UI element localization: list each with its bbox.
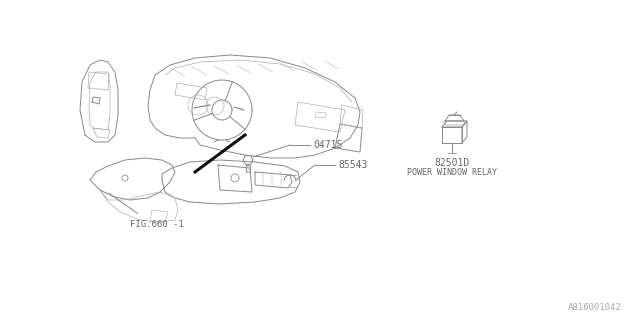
Text: 85543: 85543 xyxy=(338,160,367,170)
Text: A816001042: A816001042 xyxy=(568,303,622,312)
Text: FIG.660 -1: FIG.660 -1 xyxy=(130,220,184,229)
Text: 0471S: 0471S xyxy=(313,140,342,150)
Text: 82501D: 82501D xyxy=(435,158,470,168)
Text: POWER WINDOW RELAY: POWER WINDOW RELAY xyxy=(407,168,497,177)
